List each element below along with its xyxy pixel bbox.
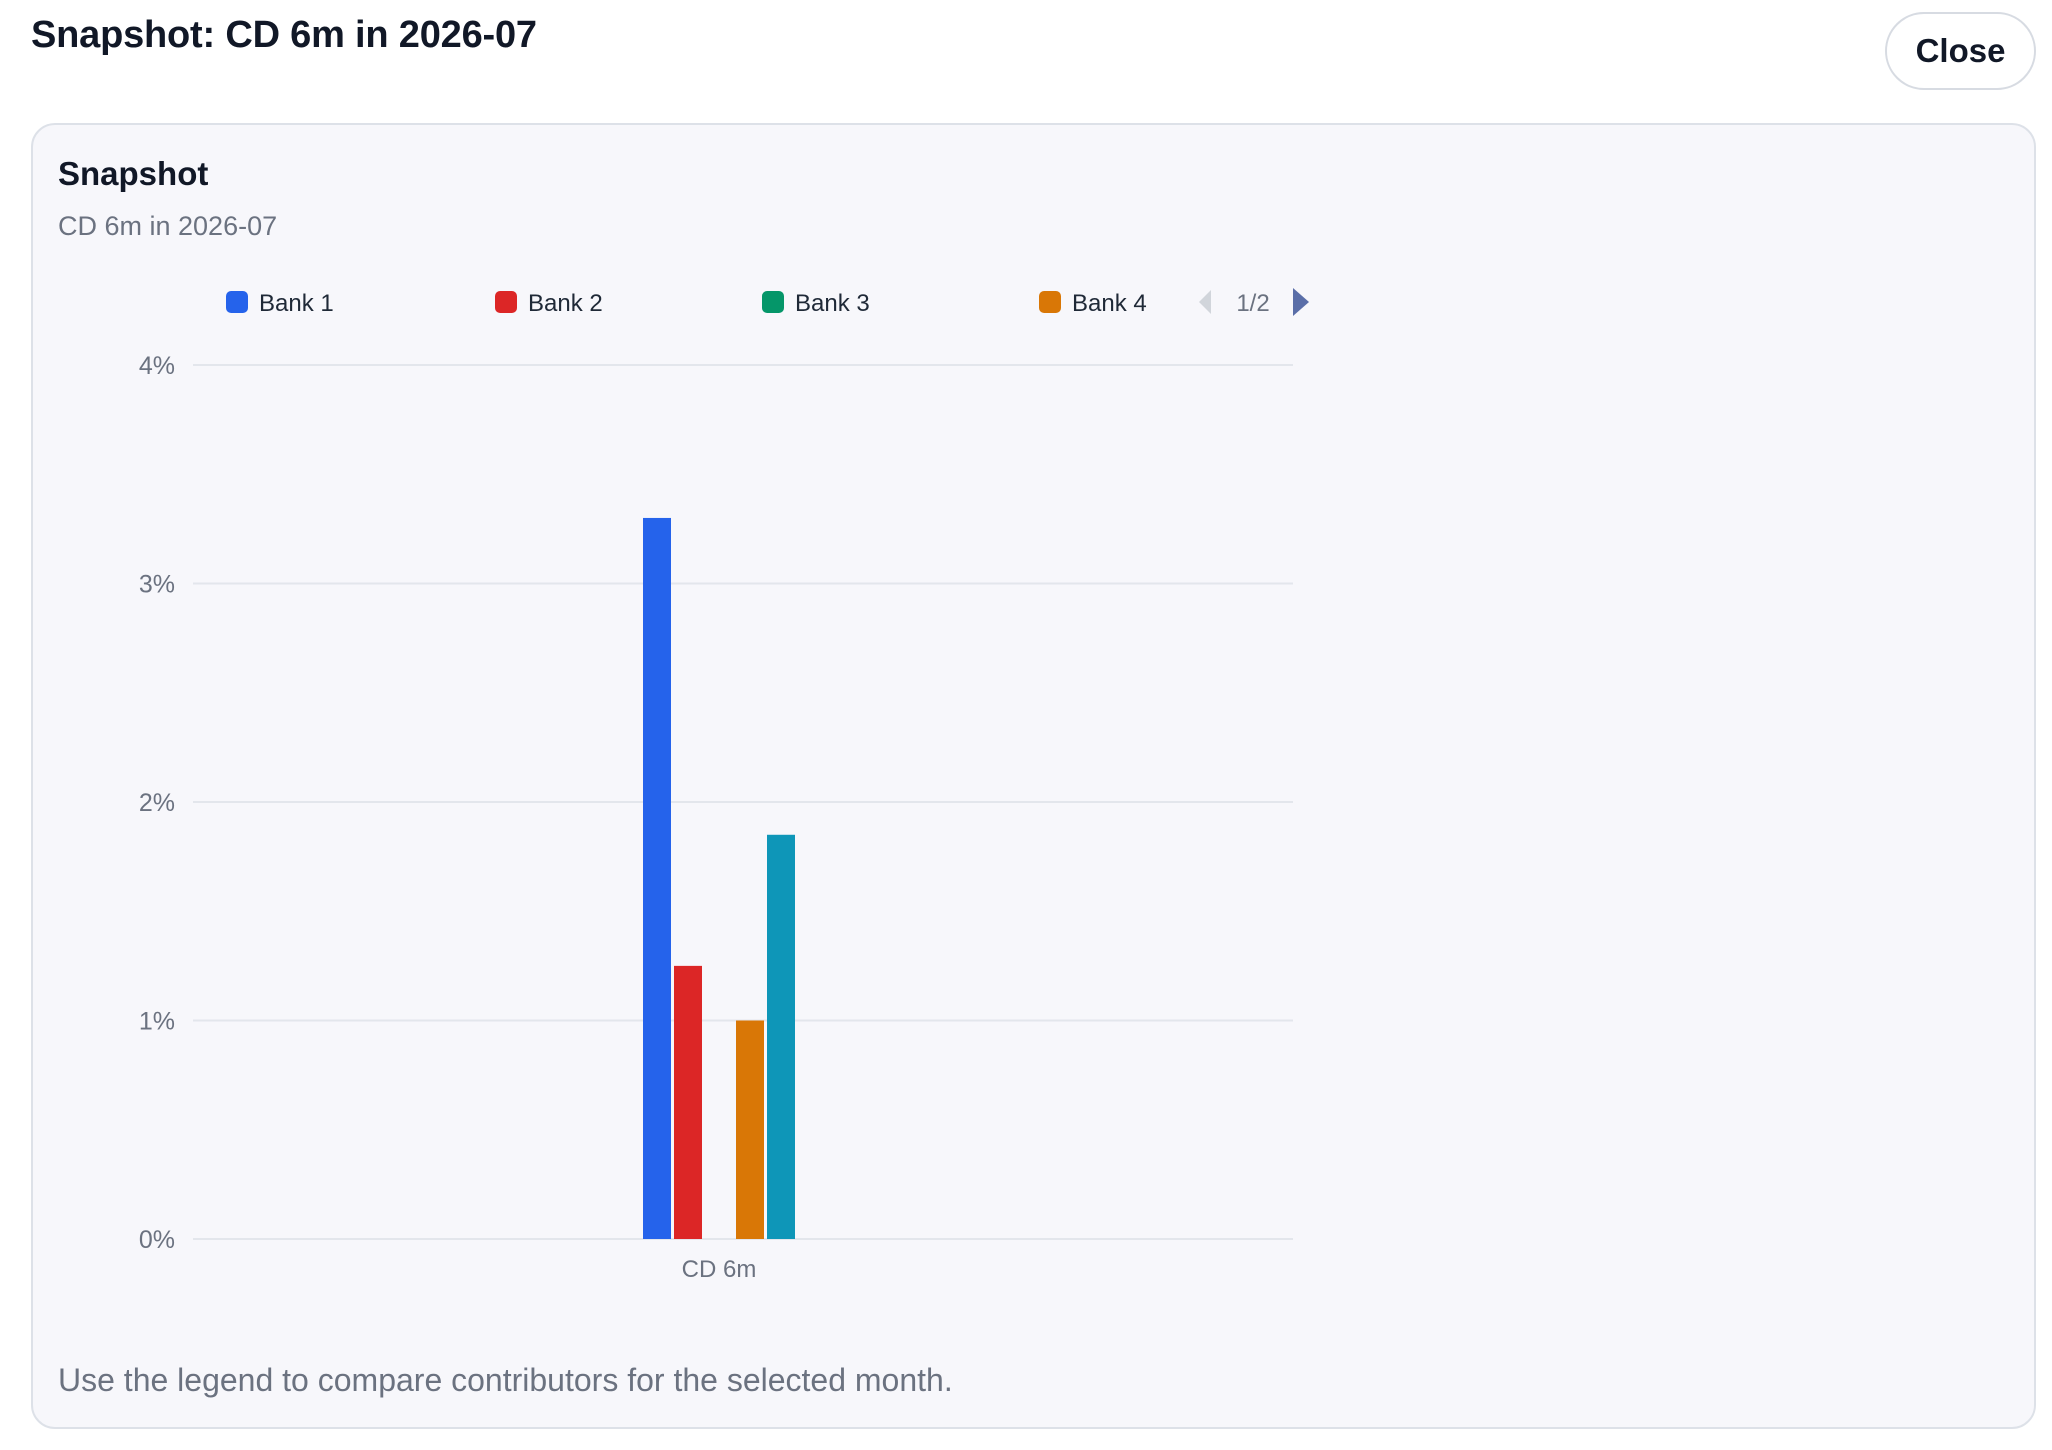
- legend-label: Bank 1: [259, 290, 334, 317]
- legend-label: Bank 4: [1072, 290, 1147, 317]
- chart-legend: Bank 1 Bank 2 Bank 3 Bank 4: [226, 290, 1147, 317]
- y-tick-label: 3%: [139, 571, 175, 599]
- legend-swatch: [762, 291, 784, 313]
- bar-chart: 0%1%2%3%4% CD 6m Bank 1 Bank 2 Bank 3 Bank …: [139, 288, 1309, 1283]
- x-tick-label: CD 6m: [682, 1256, 757, 1283]
- snapshot-card: Snapshot CD 6m in 2026-07 0% 1% 2% 3% 4% CD …: [31, 123, 2036, 1429]
- y-tick-label: 1%: [139, 1008, 175, 1036]
- card-subtitle: CD 6m in 2026-07: [58, 211, 278, 241]
- legend-label: Bank 2: [528, 290, 603, 317]
- legend-swatch: [1039, 291, 1061, 313]
- legend-item-bank-4[interactable]: Bank 4: [1039, 290, 1147, 317]
- bar-bank-2[interactable]: [674, 965, 702, 1239]
- legend-next-icon[interactable]: [1293, 288, 1309, 316]
- card-footer-hint: Use the legend to compare contributors f…: [58, 1362, 953, 1398]
- chart-bars: [643, 517, 795, 1240]
- y-tick-label: 0%: [139, 1226, 175, 1254]
- y-tick-label: 2%: [139, 789, 175, 817]
- bar-bank-1[interactable]: [643, 517, 671, 1239]
- legend-page-label: 1/2: [1236, 290, 1269, 317]
- dialog-title: Snapshot: CD 6m in 2026-07: [31, 14, 537, 56]
- y-tick-label: 4%: [139, 352, 175, 380]
- legend-prev-icon[interactable]: [1199, 290, 1211, 314]
- legend-item-bank-3[interactable]: Bank 3: [762, 290, 870, 317]
- legend-item-bank-2[interactable]: Bank 2: [495, 290, 603, 317]
- legend-item-bank-1[interactable]: Bank 1: [226, 290, 334, 317]
- y-axis-ticks: 0% 1% 2% 3% 4%: [139, 352, 175, 1254]
- legend-swatch: [226, 291, 248, 313]
- legend-swatch: [495, 291, 517, 313]
- card-title: Snapshot: [58, 155, 209, 192]
- legend-label: Bank 3: [795, 290, 870, 317]
- bar-bank-4[interactable]: [736, 1020, 764, 1240]
- x-axis-ticks: CD 6m: [682, 1256, 757, 1283]
- legend-pager: 1/2: [1199, 288, 1309, 317]
- close-button[interactable]: Close: [1885, 12, 2036, 90]
- bar-series-5[interactable]: [767, 834, 795, 1239]
